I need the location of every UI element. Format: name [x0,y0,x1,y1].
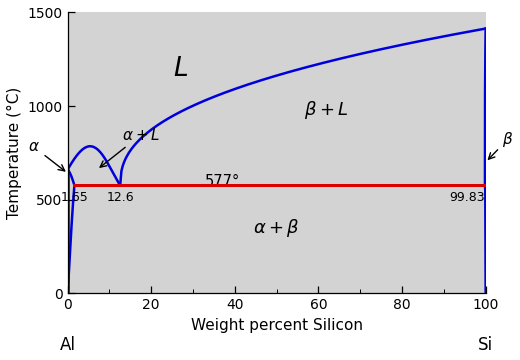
Text: $\alpha$: $\alpha$ [28,140,64,171]
Text: 99.83: 99.83 [449,191,485,204]
Text: 1.65: 1.65 [60,191,88,204]
Text: Al: Al [59,336,75,354]
Text: $\beta+L$: $\beta+L$ [305,99,349,121]
Text: $\alpha+\beta$: $\alpha+\beta$ [253,217,300,239]
Text: $L$: $L$ [173,56,188,81]
Y-axis label: Temperature (°C): Temperature (°C) [7,87,22,219]
Text: 577°: 577° [204,174,240,189]
Text: $\alpha+L$: $\alpha+L$ [100,127,160,167]
Text: Si: Si [478,336,493,354]
Text: 12.6: 12.6 [107,191,134,204]
Text: $\beta$: $\beta$ [488,130,514,159]
X-axis label: Weight percent Silicon: Weight percent Silicon [190,318,362,333]
